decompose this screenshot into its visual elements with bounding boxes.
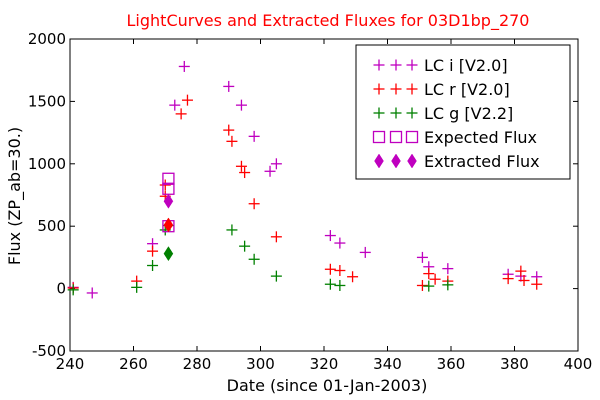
legend-label: LC i [V2.0] [424,56,508,75]
data-point-series-0 [178,60,190,72]
data-point-series-1 [147,245,159,257]
data-point-series-0 [416,251,428,263]
x-tick-label: 300 [246,355,275,373]
data-point-series-2 [248,253,260,265]
data-point-series-1 [324,263,336,275]
legend-marker [373,59,385,71]
legend-marker [406,83,418,95]
legend-marker [389,130,403,144]
chart-title: LightCurves and Extracted Fluxes for 03D… [127,11,530,31]
data-point-series-0 [248,130,260,142]
data-point-series-0 [169,99,181,111]
legend-marker [406,107,418,119]
legend-label: LC r [V2.0] [424,80,510,99]
data-point-series-1 [531,278,543,290]
legend-marker [372,130,386,144]
y-tick-label: 0 [56,280,66,298]
data-point-series-2 [67,284,79,296]
data-point-series-1 [223,124,235,136]
data-point-series-2 [334,279,346,291]
x-tick-label: 320 [310,355,339,373]
data-point-series-0 [359,246,371,258]
legend-marker [391,153,401,169]
legend: LC i [V2.0] LC r [V2.0] LC g [V2.2] Expecte… [355,44,571,180]
legend-label: Expected Flux [424,128,537,147]
data-point-series-1 [248,198,260,210]
x-tick-label: 260 [119,355,148,373]
y-tick-label: -500 [32,342,66,360]
data-point-series-1 [502,273,514,285]
data-point-series-0 [334,237,346,249]
data-point-series-1 [515,265,527,277]
data-point-series-2 [226,224,238,236]
legend-label: Extracted Flux [424,152,540,171]
legend-marker [406,59,418,71]
data-point-series-1 [270,231,282,243]
data-point-series-1 [334,265,346,277]
data-point-series-0 [86,287,98,299]
y-tick-label: 2000 [28,30,66,48]
legend-marker [390,59,402,71]
data-point-series-2 [423,280,435,292]
legend-marker [390,83,402,95]
data-point-series-0 [235,99,247,111]
data-point-series-2 [442,279,454,291]
data-point-series-1 [159,179,171,191]
extracted-flux-marker [163,246,174,262]
data-point-series-2 [131,281,143,293]
data-point-series-1 [226,135,238,147]
y-tick-label: 500 [37,217,66,235]
data-point-series-1 [518,274,530,286]
legend-marker [374,153,384,169]
x-axis-label: Date (since 01-Jan-2003) [227,376,428,395]
y-axis-label: Flux (ZP_ab=30.) [5,127,25,265]
legend-marker [373,83,385,95]
legend-label: LC g [V2.2] [424,104,513,123]
legend-marker [373,107,385,119]
data-point-series-1 [429,273,441,285]
x-tick-label: 400 [564,355,593,373]
x-tick-label: 240 [56,355,85,373]
extracted-flux-marker [163,217,174,233]
data-point-series-2 [324,278,336,290]
x-tick-label: 280 [183,355,212,373]
data-point-series-0 [442,263,454,275]
expected-flux-marker [162,172,175,185]
data-point-series-0 [223,80,235,92]
legend-marker [390,107,402,119]
x-tick-label: 380 [500,355,529,373]
plot-area: 240 260 280 300 320 340 360 380 400 -500 0 500 1000 1… [28,30,593,373]
data-point-series-1 [181,94,193,106]
y-tick-label: 1500 [28,92,66,110]
data-point-series-2 [147,260,159,272]
data-point-series-1 [239,167,251,179]
data-point-series-0 [324,230,336,242]
x-tick-label: 360 [437,355,466,373]
data-point-series-0 [264,165,276,177]
data-point-series-0 [270,158,282,170]
data-point-series-1 [347,271,359,283]
legend-box [355,44,571,180]
y-tick-label: 1000 [28,155,66,173]
data-point-series-2 [239,240,251,252]
data-point-series-1 [175,108,187,120]
legend-marker [407,153,417,169]
data-point-series-2 [270,270,282,282]
x-tick-label: 340 [373,355,402,373]
extracted-flux-marker [163,193,174,209]
data-point-series-1 [235,160,247,172]
data-point-series-1 [423,268,435,280]
legend-marker [405,130,419,144]
